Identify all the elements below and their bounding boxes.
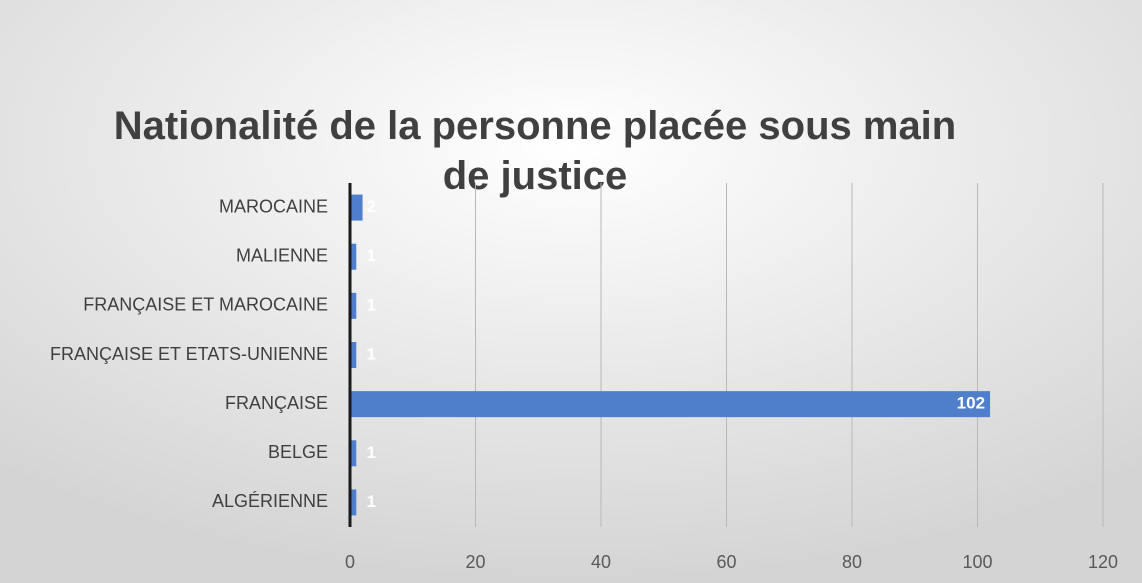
x-tick-label: 120 xyxy=(1088,552,1118,572)
data-label: 1 xyxy=(367,246,376,265)
bar xyxy=(350,243,357,270)
data-label: 2 xyxy=(367,197,376,216)
y-tick-label: FRANÇAISE ET ETATS-UNIENNE xyxy=(50,344,328,364)
data-label: 102 xyxy=(957,394,985,413)
x-tick-label: 40 xyxy=(591,552,611,572)
x-tick-label: 60 xyxy=(716,552,736,572)
x-tick-label: 100 xyxy=(962,552,992,572)
y-tick-label: FRANÇAISE xyxy=(225,393,328,413)
bar xyxy=(350,391,991,418)
y-tick-label: MALIENNE xyxy=(236,245,328,265)
chart-title: Nationalité de la personne placée sous m… xyxy=(114,104,956,198)
x-tick-label: 0 xyxy=(345,552,355,572)
bar xyxy=(350,440,357,467)
data-label: 1 xyxy=(367,295,376,314)
data-label: 1 xyxy=(367,443,376,462)
data-label: 1 xyxy=(367,344,376,363)
x-tick-label: 80 xyxy=(842,552,862,572)
y-tick-label: ALGÉRIENNE xyxy=(212,491,328,511)
y-tick-label: FRANÇAISE ET MAROCAINE xyxy=(83,295,328,315)
bar xyxy=(350,292,357,319)
bar xyxy=(350,342,357,368)
y-tick-label: BELGE xyxy=(268,442,328,462)
bar xyxy=(350,194,363,221)
x-tick-label: 20 xyxy=(465,552,485,572)
y-tick-label: MAROCAINE xyxy=(219,196,328,216)
bar xyxy=(350,489,357,516)
data-label: 1 xyxy=(367,492,376,511)
